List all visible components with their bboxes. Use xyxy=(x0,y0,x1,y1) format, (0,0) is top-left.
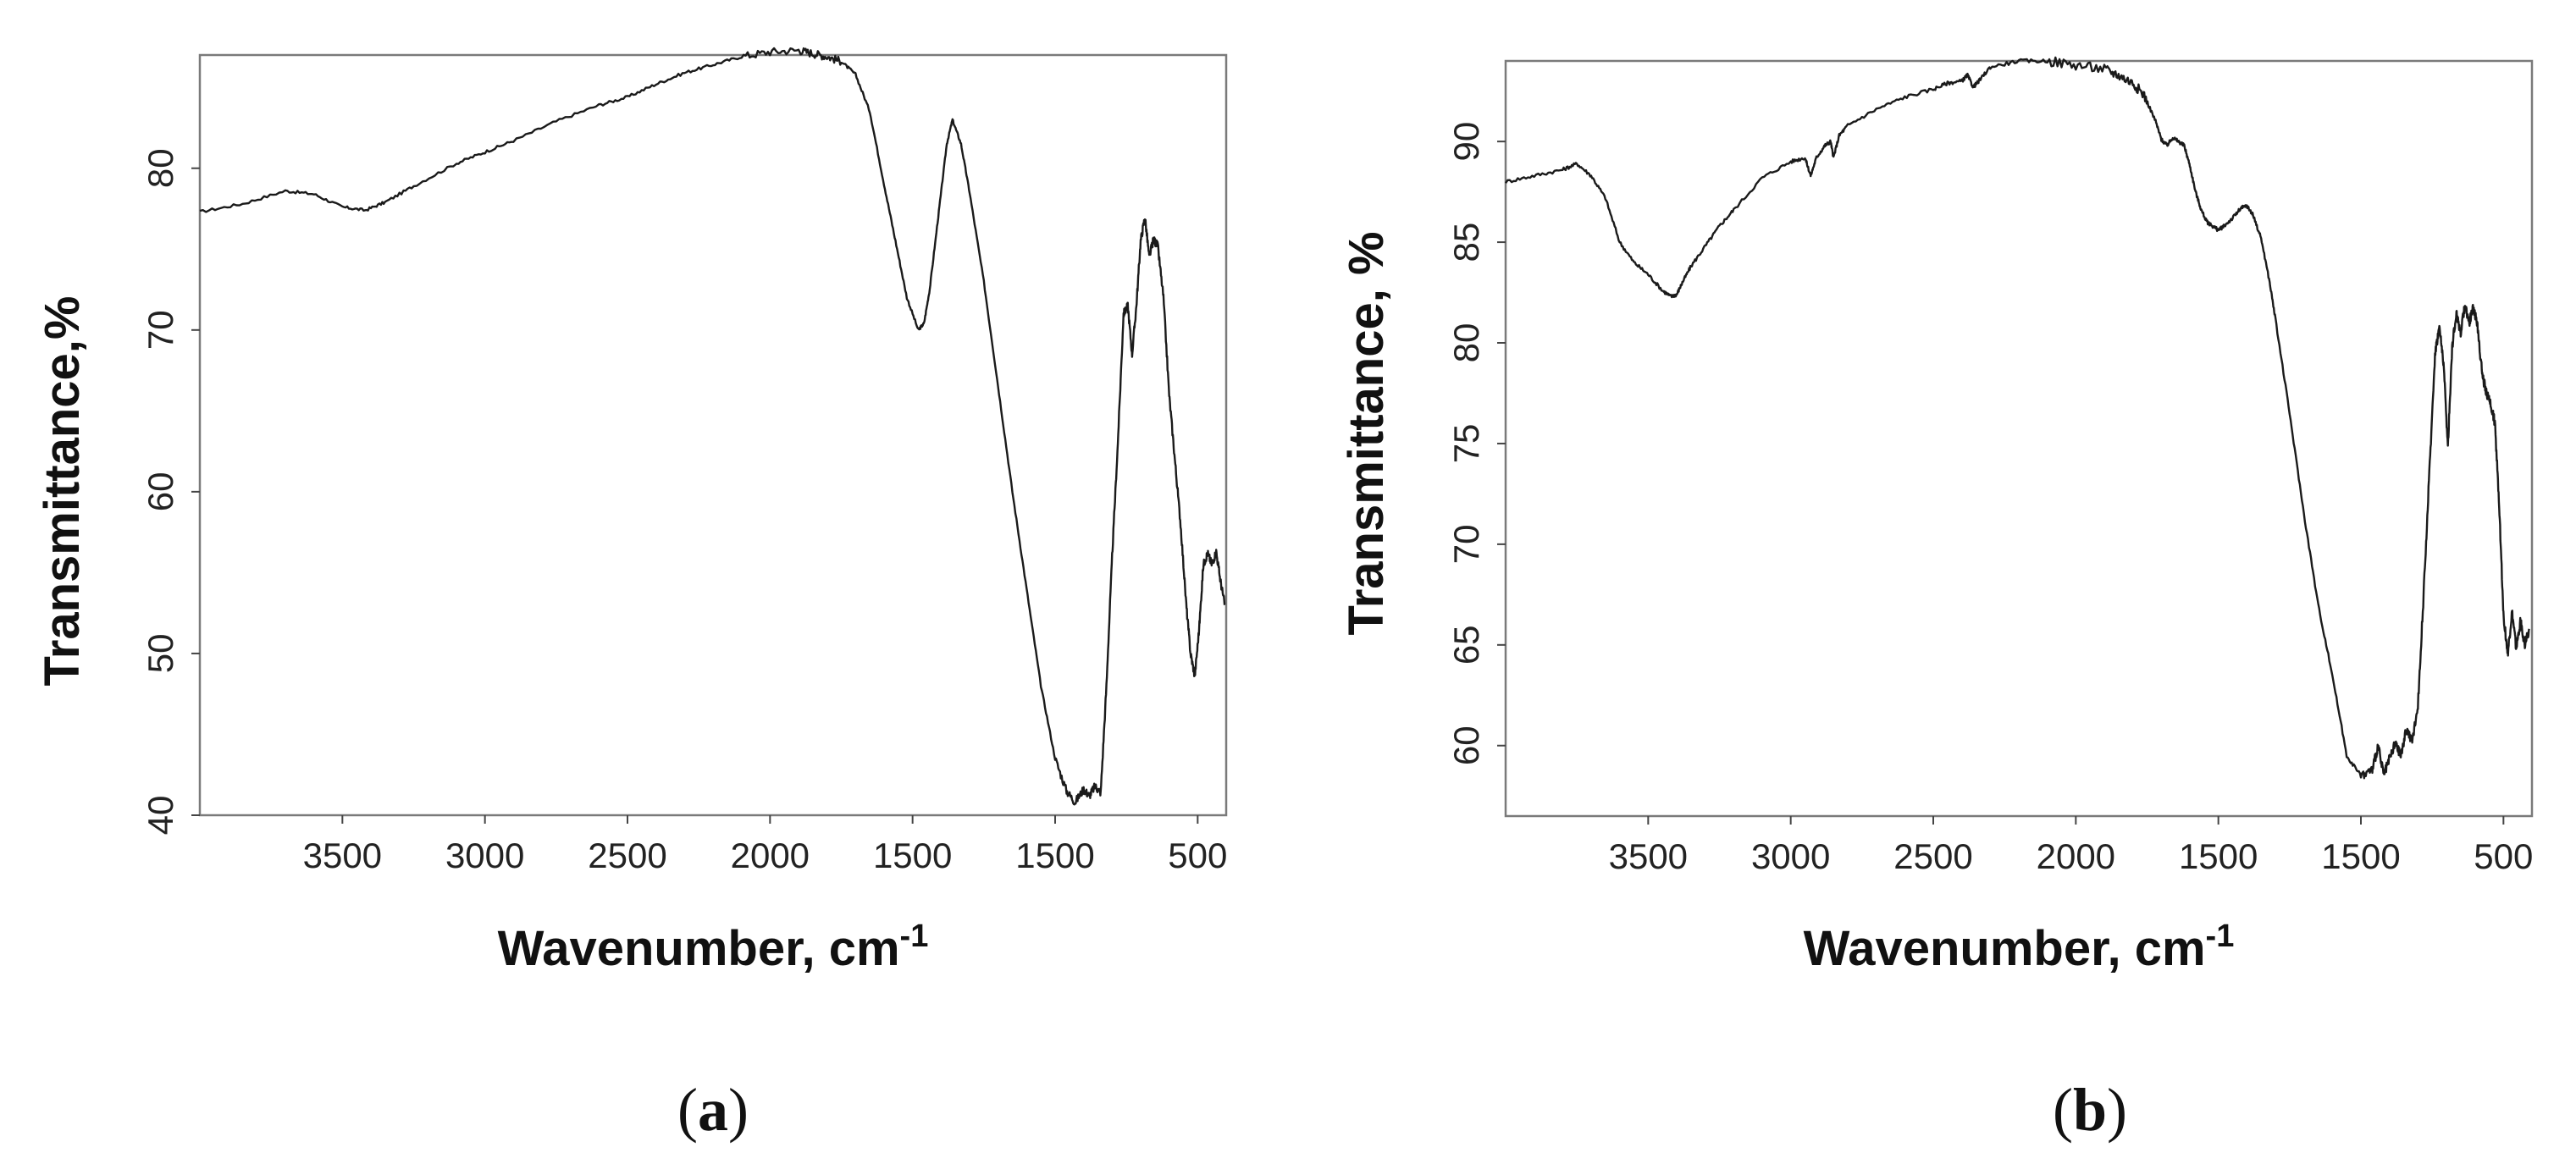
y-tick-label-a-3: 70 xyxy=(141,310,180,350)
y-tick-label-a-1: 50 xyxy=(141,634,180,674)
x-axis-title-a: Wavenumber, cm-1 xyxy=(498,919,929,976)
y-tick-label-a-0: 40 xyxy=(141,796,180,836)
y-tick-label-b-1: 65 xyxy=(1446,625,1486,665)
x-tick-label-b-0: 3500 xyxy=(1609,836,1688,876)
x-tick-label-b-5: 1500 xyxy=(2321,836,2400,876)
y-tick-label-b-0: 60 xyxy=(1446,725,1486,765)
x-tick-label-b-1: 3000 xyxy=(1751,836,1830,876)
y-tick-label-a-4: 80 xyxy=(141,148,180,188)
y-axis-ticks-a: 40 50 60 70 80 xyxy=(141,148,200,835)
x-axis-ticks-b: 3500 3000 2500 2000 1500 1500 500 xyxy=(1609,816,2533,876)
y-axis-title-b: Transmittance, % xyxy=(1339,231,1394,635)
x-tick-label-a-6: 500 xyxy=(1168,836,1227,875)
x-axis-title-b: Wavenumber, cm-1 xyxy=(1804,919,2235,976)
series-group-a xyxy=(199,47,1226,806)
series-line-a-0 xyxy=(199,47,1226,806)
y-axis-title-a: Transmittance,% xyxy=(35,296,90,687)
x-tick-label-b-2: 2500 xyxy=(1893,836,1972,876)
plot-frame-a xyxy=(198,53,1228,817)
chart-panel-a: 3500 3000 2500 2000 1500 1500 500 40 50 60 70 80 W… xyxy=(35,47,1228,1144)
series-group-b xyxy=(1505,56,2530,780)
x-axis-ticks-a: 3500 3000 2500 2000 1500 1500 500 xyxy=(303,815,1227,875)
series-line-b-0 xyxy=(1505,56,2530,780)
x-tick-label-b-3: 2000 xyxy=(2037,836,2115,876)
x-tick-label-a-1: 3000 xyxy=(445,836,524,875)
x-tick-label-a-4: 1500 xyxy=(873,836,952,875)
y-axis-ticks-b: 60 65 70 75 80 85 90 xyxy=(1446,122,1506,765)
chart-panel-b: 3500 3000 2500 2000 1500 1500 500 60 65 70 75 80 85… xyxy=(1339,56,2533,1144)
x-tick-label-b-4: 1500 xyxy=(2179,836,2258,876)
panel-caption-a: (a) xyxy=(677,1076,749,1144)
x-tick-label-a-0: 3500 xyxy=(303,836,382,875)
y-tick-label-b-3: 75 xyxy=(1446,424,1486,464)
y-tick-label-b-2: 70 xyxy=(1446,525,1486,565)
panel-caption-b: (b) xyxy=(2053,1076,2127,1144)
x-tick-label-a-5: 1500 xyxy=(1015,836,1094,875)
y-tick-label-b-4: 80 xyxy=(1446,323,1486,363)
y-tick-label-b-6: 90 xyxy=(1446,122,1486,162)
x-tick-label-a-2: 2500 xyxy=(588,836,666,875)
y-tick-label-b-5: 85 xyxy=(1446,223,1486,262)
x-tick-label-a-3: 2000 xyxy=(731,836,810,875)
x-tick-label-b-6: 500 xyxy=(2474,836,2533,876)
y-tick-label-a-2: 60 xyxy=(141,472,180,512)
